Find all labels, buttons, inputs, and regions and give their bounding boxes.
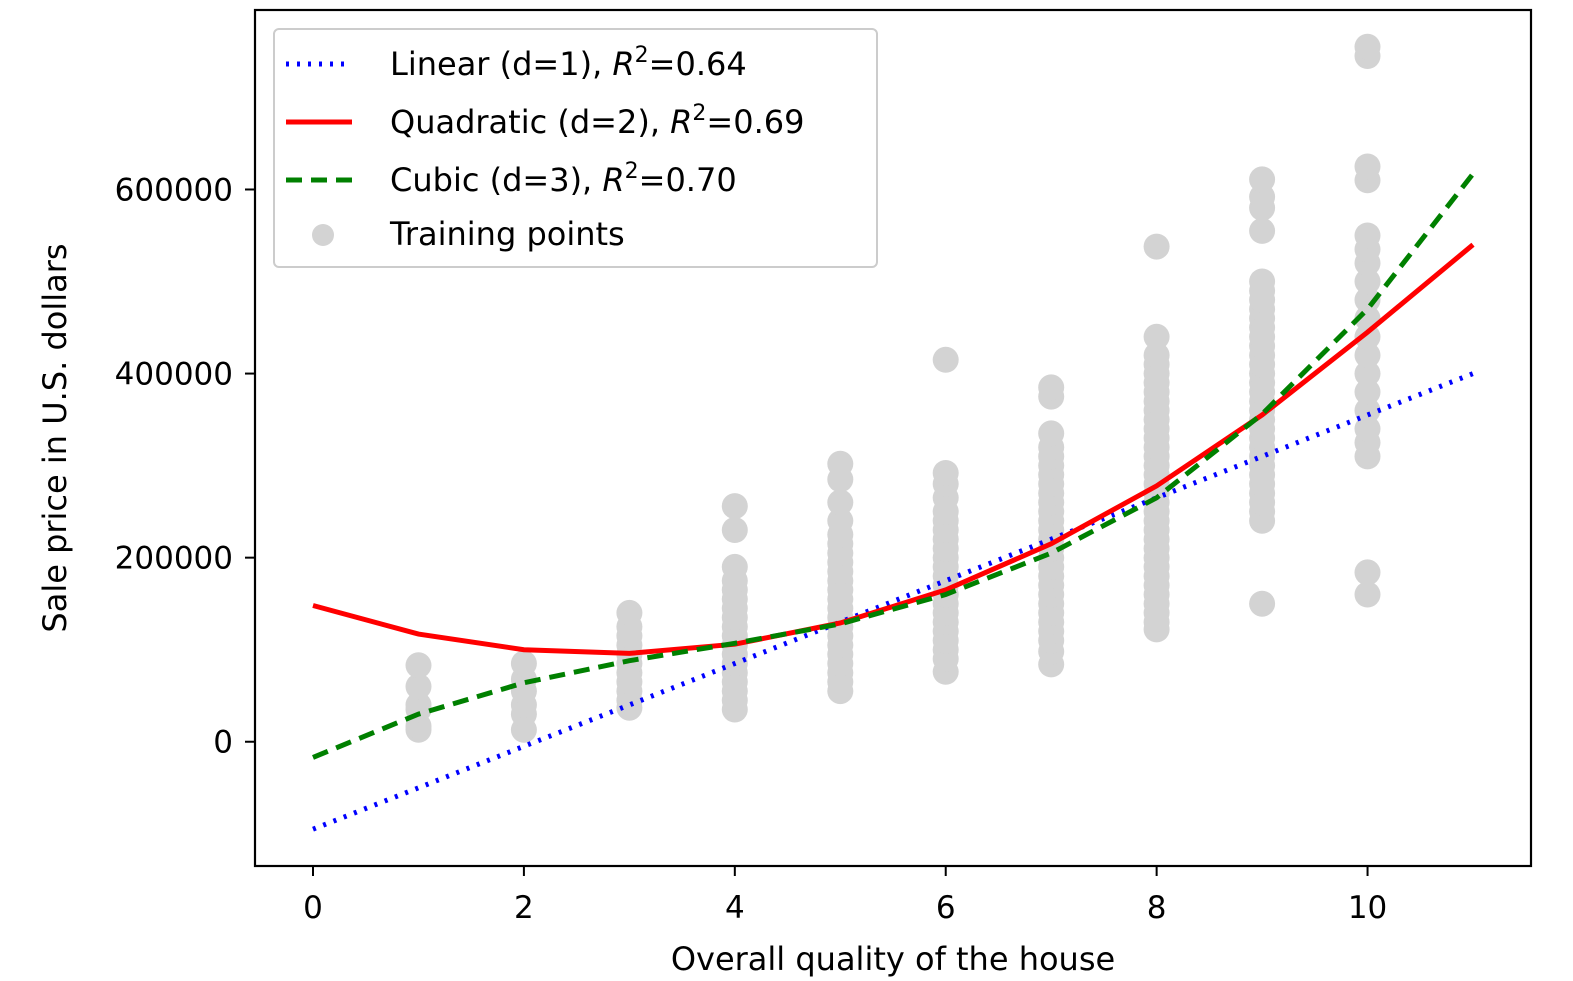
training-point bbox=[616, 599, 643, 626]
legend-quadratic-prefix: Quadratic (d=2), bbox=[390, 103, 670, 141]
training-point bbox=[1354, 286, 1381, 313]
x-tick-label: 8 bbox=[1147, 890, 1167, 926]
training-point bbox=[1143, 233, 1170, 260]
y-tick-label: 600000 bbox=[115, 172, 233, 208]
x-tick-label: 4 bbox=[725, 890, 745, 926]
cubic-fit-line bbox=[312, 172, 1475, 760]
training-point bbox=[1354, 397, 1381, 424]
r2-superscript: 2 bbox=[635, 43, 649, 68]
x-tick-label: 10 bbox=[1348, 890, 1387, 926]
training-point bbox=[1038, 374, 1065, 401]
training-point bbox=[510, 650, 537, 677]
training-point bbox=[1354, 323, 1381, 350]
y-axis-ticks: 0 200000 400000 600000 bbox=[115, 172, 255, 761]
r2-superscript: 2 bbox=[625, 159, 639, 184]
y-tick-label: 400000 bbox=[115, 357, 233, 393]
legend-quadratic-label: Quadratic (d=2), R2=0.69 bbox=[390, 101, 804, 141]
linear-fit-line bbox=[312, 371, 1474, 832]
training-point bbox=[1249, 268, 1276, 295]
plot-frame bbox=[253, 8, 1533, 868]
training-point bbox=[932, 460, 959, 486]
training-point bbox=[1354, 33, 1381, 60]
training-point bbox=[1143, 323, 1170, 350]
training-point bbox=[827, 507, 854, 534]
legend-linear-label: Linear (d=1), R2=0.64 bbox=[390, 43, 747, 83]
training-point bbox=[827, 489, 854, 516]
x-axis-label: Overall quality of the house bbox=[671, 940, 1115, 978]
training-point bbox=[721, 553, 748, 580]
training-point bbox=[1354, 379, 1381, 405]
legend-box bbox=[273, 28, 878, 268]
training-point bbox=[405, 691, 432, 718]
training-point bbox=[827, 450, 854, 477]
training-point bbox=[405, 673, 432, 700]
legend-linear-prefix: Linear (d=1), bbox=[390, 45, 612, 83]
y-tick-label: 0 bbox=[213, 725, 233, 761]
training-point bbox=[932, 346, 959, 373]
training-point bbox=[721, 493, 748, 520]
training-point bbox=[1354, 153, 1381, 180]
training-point bbox=[1249, 590, 1276, 617]
training-point bbox=[1143, 342, 1170, 369]
training-point bbox=[1038, 420, 1065, 447]
training-point bbox=[405, 652, 432, 679]
training-point bbox=[1354, 360, 1381, 387]
legend-cubic-prefix: Cubic (d=3), bbox=[390, 161, 602, 199]
y-axis-label: Sale price in U.S. dollars bbox=[36, 243, 74, 632]
r2-symbol: R bbox=[612, 45, 634, 83]
legend-training-label: Training points bbox=[389, 215, 625, 253]
x-tick-label: 6 bbox=[936, 890, 956, 926]
r2-symbol: R bbox=[602, 161, 624, 199]
training-point bbox=[1354, 415, 1381, 442]
legend-cubic-r2: =0.70 bbox=[639, 161, 737, 199]
fit-lines-layer bbox=[312, 172, 1475, 832]
training-point bbox=[1249, 166, 1276, 193]
legend: Linear (d=1), R2=0.64 Quadratic (d=2), R… bbox=[273, 28, 878, 268]
x-tick-label: 0 bbox=[303, 890, 323, 926]
training-point bbox=[721, 517, 748, 543]
quadratic-fit-line bbox=[312, 242, 1475, 656]
legend-linear-r2: =0.64 bbox=[649, 45, 747, 83]
x-axis-ticks: 0 2 4 6 8 10 bbox=[303, 866, 1387, 926]
legend-quadratic-r2: =0.69 bbox=[706, 103, 804, 141]
r2-superscript: 2 bbox=[692, 101, 706, 126]
training-point bbox=[1354, 581, 1381, 608]
x-tick-label: 2 bbox=[514, 890, 534, 926]
training-point bbox=[1354, 268, 1381, 295]
training-point bbox=[1354, 342, 1381, 369]
training-point bbox=[1354, 222, 1381, 249]
training-point bbox=[1354, 559, 1381, 586]
r2-symbol: R bbox=[670, 103, 692, 141]
legend-training-swatch bbox=[312, 224, 334, 246]
legend-cubic-label: Cubic (d=3), R2=0.70 bbox=[390, 159, 737, 199]
y-tick-label: 200000 bbox=[115, 541, 233, 577]
training-point bbox=[1249, 217, 1276, 244]
